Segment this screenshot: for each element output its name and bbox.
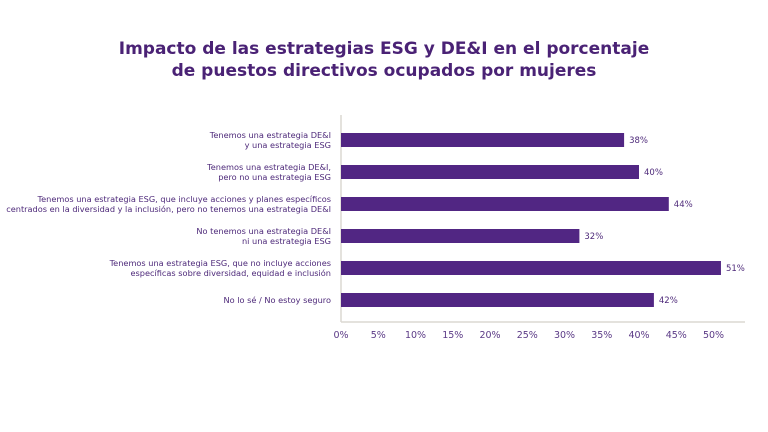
category-label: Tenemos una estrategia DE&Iy una estrate… bbox=[209, 130, 331, 150]
category-labels: Tenemos una estrategia DE&Iy una estrate… bbox=[6, 130, 331, 305]
bar bbox=[341, 261, 721, 275]
category-label: No tenemos una estrategia DE&Ini una est… bbox=[196, 226, 331, 246]
category-label-line: No lo sé / No estoy seguro bbox=[224, 295, 331, 305]
value-label: 51% bbox=[726, 264, 745, 274]
category-label: No lo sé / No estoy seguro bbox=[224, 295, 331, 305]
x-tick-label: 20% bbox=[479, 330, 500, 341]
category-label-line: Tenemos una estrategia ESG, que no inclu… bbox=[109, 258, 331, 268]
category-label: Tenemos una estrategia ESG, que incluye … bbox=[6, 194, 331, 214]
x-tick-label: 45% bbox=[666, 330, 687, 341]
category-label-line: centrados en la diversidad y la inclusió… bbox=[6, 204, 331, 214]
value-label: 42% bbox=[659, 296, 678, 306]
category-label: Tenemos una estrategia DE&I,pero no una … bbox=[206, 162, 331, 182]
value-labels: 38% 40% 44% 32% 51% 42% bbox=[584, 136, 744, 306]
category-label-line: específicas sobre diversidad, equidad e … bbox=[130, 268, 331, 278]
x-tick-label: 0% bbox=[333, 330, 348, 341]
chart-title: Impacto de las estrategias ESG y DE&I en… bbox=[0, 38, 768, 82]
x-tick-label: 40% bbox=[628, 330, 649, 341]
axes bbox=[340, 115, 745, 323]
bar bbox=[341, 229, 580, 243]
bar bbox=[341, 293, 654, 307]
x-tick-label: 25% bbox=[517, 330, 538, 341]
category-label-line: Tenemos una estrategia ESG, que incluye … bbox=[37, 194, 332, 204]
chart-title-line-1: Impacto de las estrategias ESG y DE&I en… bbox=[118, 39, 650, 59]
chart-title-line-2: de puestos directivos ocupados por mujer… bbox=[171, 61, 597, 81]
bar bbox=[341, 197, 669, 211]
category-label-line: ni una estrategia ESG bbox=[242, 236, 331, 246]
category-label-line: Tenemos una estrategia DE&I, bbox=[206, 162, 331, 172]
value-label: 40% bbox=[644, 168, 663, 178]
x-tick-label: 15% bbox=[442, 330, 463, 341]
x-tick-label: 35% bbox=[591, 330, 612, 341]
category-label: Tenemos una estrategia ESG, que no inclu… bbox=[109, 258, 331, 278]
value-label: 32% bbox=[584, 232, 603, 242]
value-label: 44% bbox=[674, 200, 693, 210]
x-tick-labels: 0% 5% 10% 15% 20% 25% 30% 35% 40% 45% 50% bbox=[333, 330, 724, 341]
bar bbox=[341, 133, 625, 147]
x-tick-label: 5% bbox=[371, 330, 386, 341]
x-tick-label: 30% bbox=[554, 330, 575, 341]
category-label-line: No tenemos una estrategia DE&I bbox=[196, 226, 331, 236]
bar bbox=[341, 165, 639, 179]
category-label-line: pero no una estrategia ESG bbox=[218, 172, 331, 182]
bars bbox=[341, 133, 721, 307]
category-label-line: Tenemos una estrategia DE&I bbox=[209, 130, 331, 140]
category-label-line: y una estrategia ESG bbox=[245, 140, 331, 150]
x-tick-label: 50% bbox=[703, 330, 724, 341]
x-tick-label: 10% bbox=[405, 330, 426, 341]
value-label: 38% bbox=[629, 136, 648, 146]
